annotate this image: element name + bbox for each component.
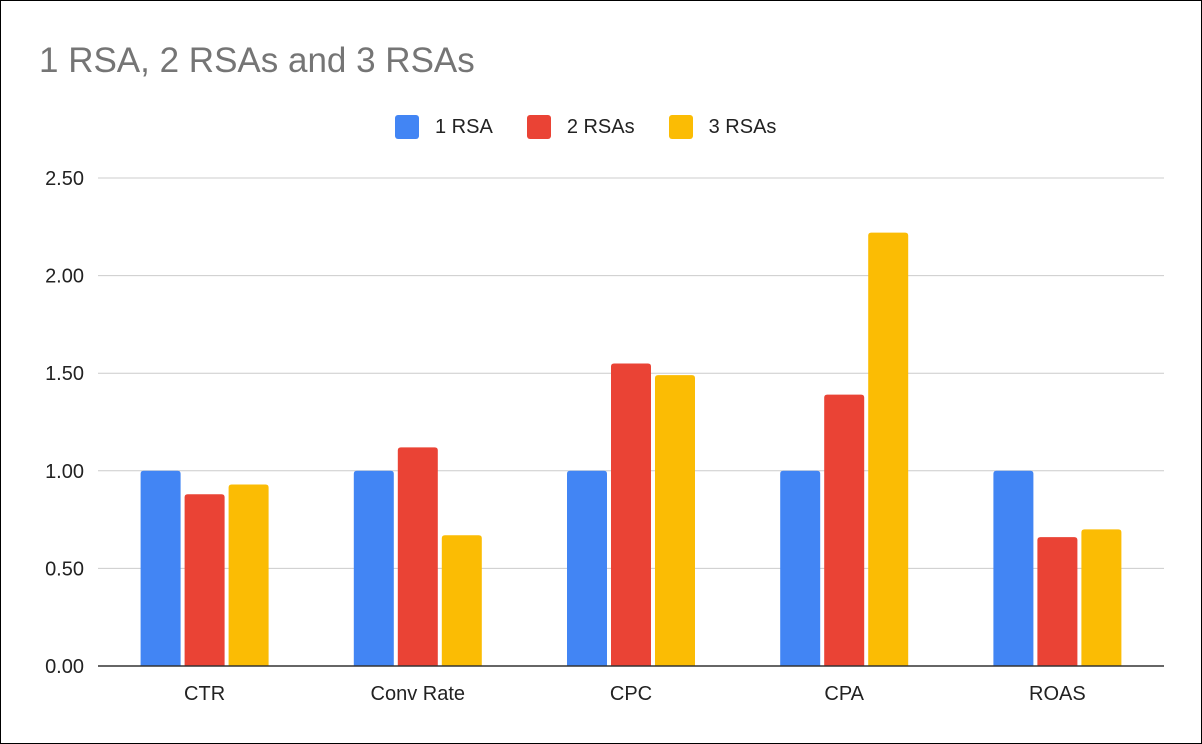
bar-conv-rate-series-2 [397, 447, 438, 666]
y-tick-label: 1.50 [45, 363, 84, 385]
y-tick-label: 1.00 [45, 461, 84, 483]
bar-ctr-series-2 [184, 494, 225, 666]
legend-swatch-1-rsa [395, 115, 419, 139]
legend-label-3-rsas: 3 RSAs [708, 115, 777, 138]
bar-cpa-series-2 [824, 394, 865, 666]
bar-cpc-series-2 [611, 363, 651, 666]
bar-cpa-series-3 [868, 232, 909, 666]
bar-roas-series-3 [1081, 529, 1122, 666]
bar-ctr-series-3 [228, 484, 269, 666]
legend: 1 RSA 2 RSAs 3 RSAs [395, 113, 810, 141]
x-tick-label: Conv Rate [371, 683, 466, 705]
bar-roas-series-1 [993, 470, 1034, 666]
y-tick-label: 2.00 [45, 266, 84, 288]
bar-cpc-series-1 [567, 470, 607, 666]
legend-swatch-2-rsas [526, 115, 551, 139]
y-tick-label: 0.00 [45, 656, 84, 678]
bar-conv-rate-series-1 [353, 470, 394, 666]
bar-roas-series-2 [1037, 537, 1078, 666]
y-tick-label: 0.50 [45, 558, 84, 580]
bar-cpa-series-1 [780, 470, 821, 666]
bar-cpc-series-3 [655, 375, 695, 666]
chart-title: 1 RSA, 2 RSAs and 3 RSAs [39, 41, 475, 80]
legend-item-1-rsa[interactable]: 1 RSA [395, 115, 493, 139]
x-tick-label: CPC [610, 683, 652, 705]
legend-item-3-rsas[interactable]: 3 RSAs [668, 115, 777, 139]
x-tick-label: CTR [184, 683, 225, 705]
legend-label-2-rsas: 2 RSAs [566, 115, 635, 138]
legend-swatch-3-rsas [668, 115, 693, 139]
x-tick-label: CPA [824, 683, 864, 705]
y-tick-label: 2.50 [45, 168, 84, 190]
legend-item-2-rsas[interactable]: 2 RSAs [526, 115, 635, 139]
legend-label-1-rsa: 1 RSA [435, 115, 493, 138]
bar-conv-rate-series-3 [441, 535, 482, 666]
x-tick-label: ROAS [1029, 683, 1086, 705]
bar-ctr-series-1 [140, 470, 181, 666]
